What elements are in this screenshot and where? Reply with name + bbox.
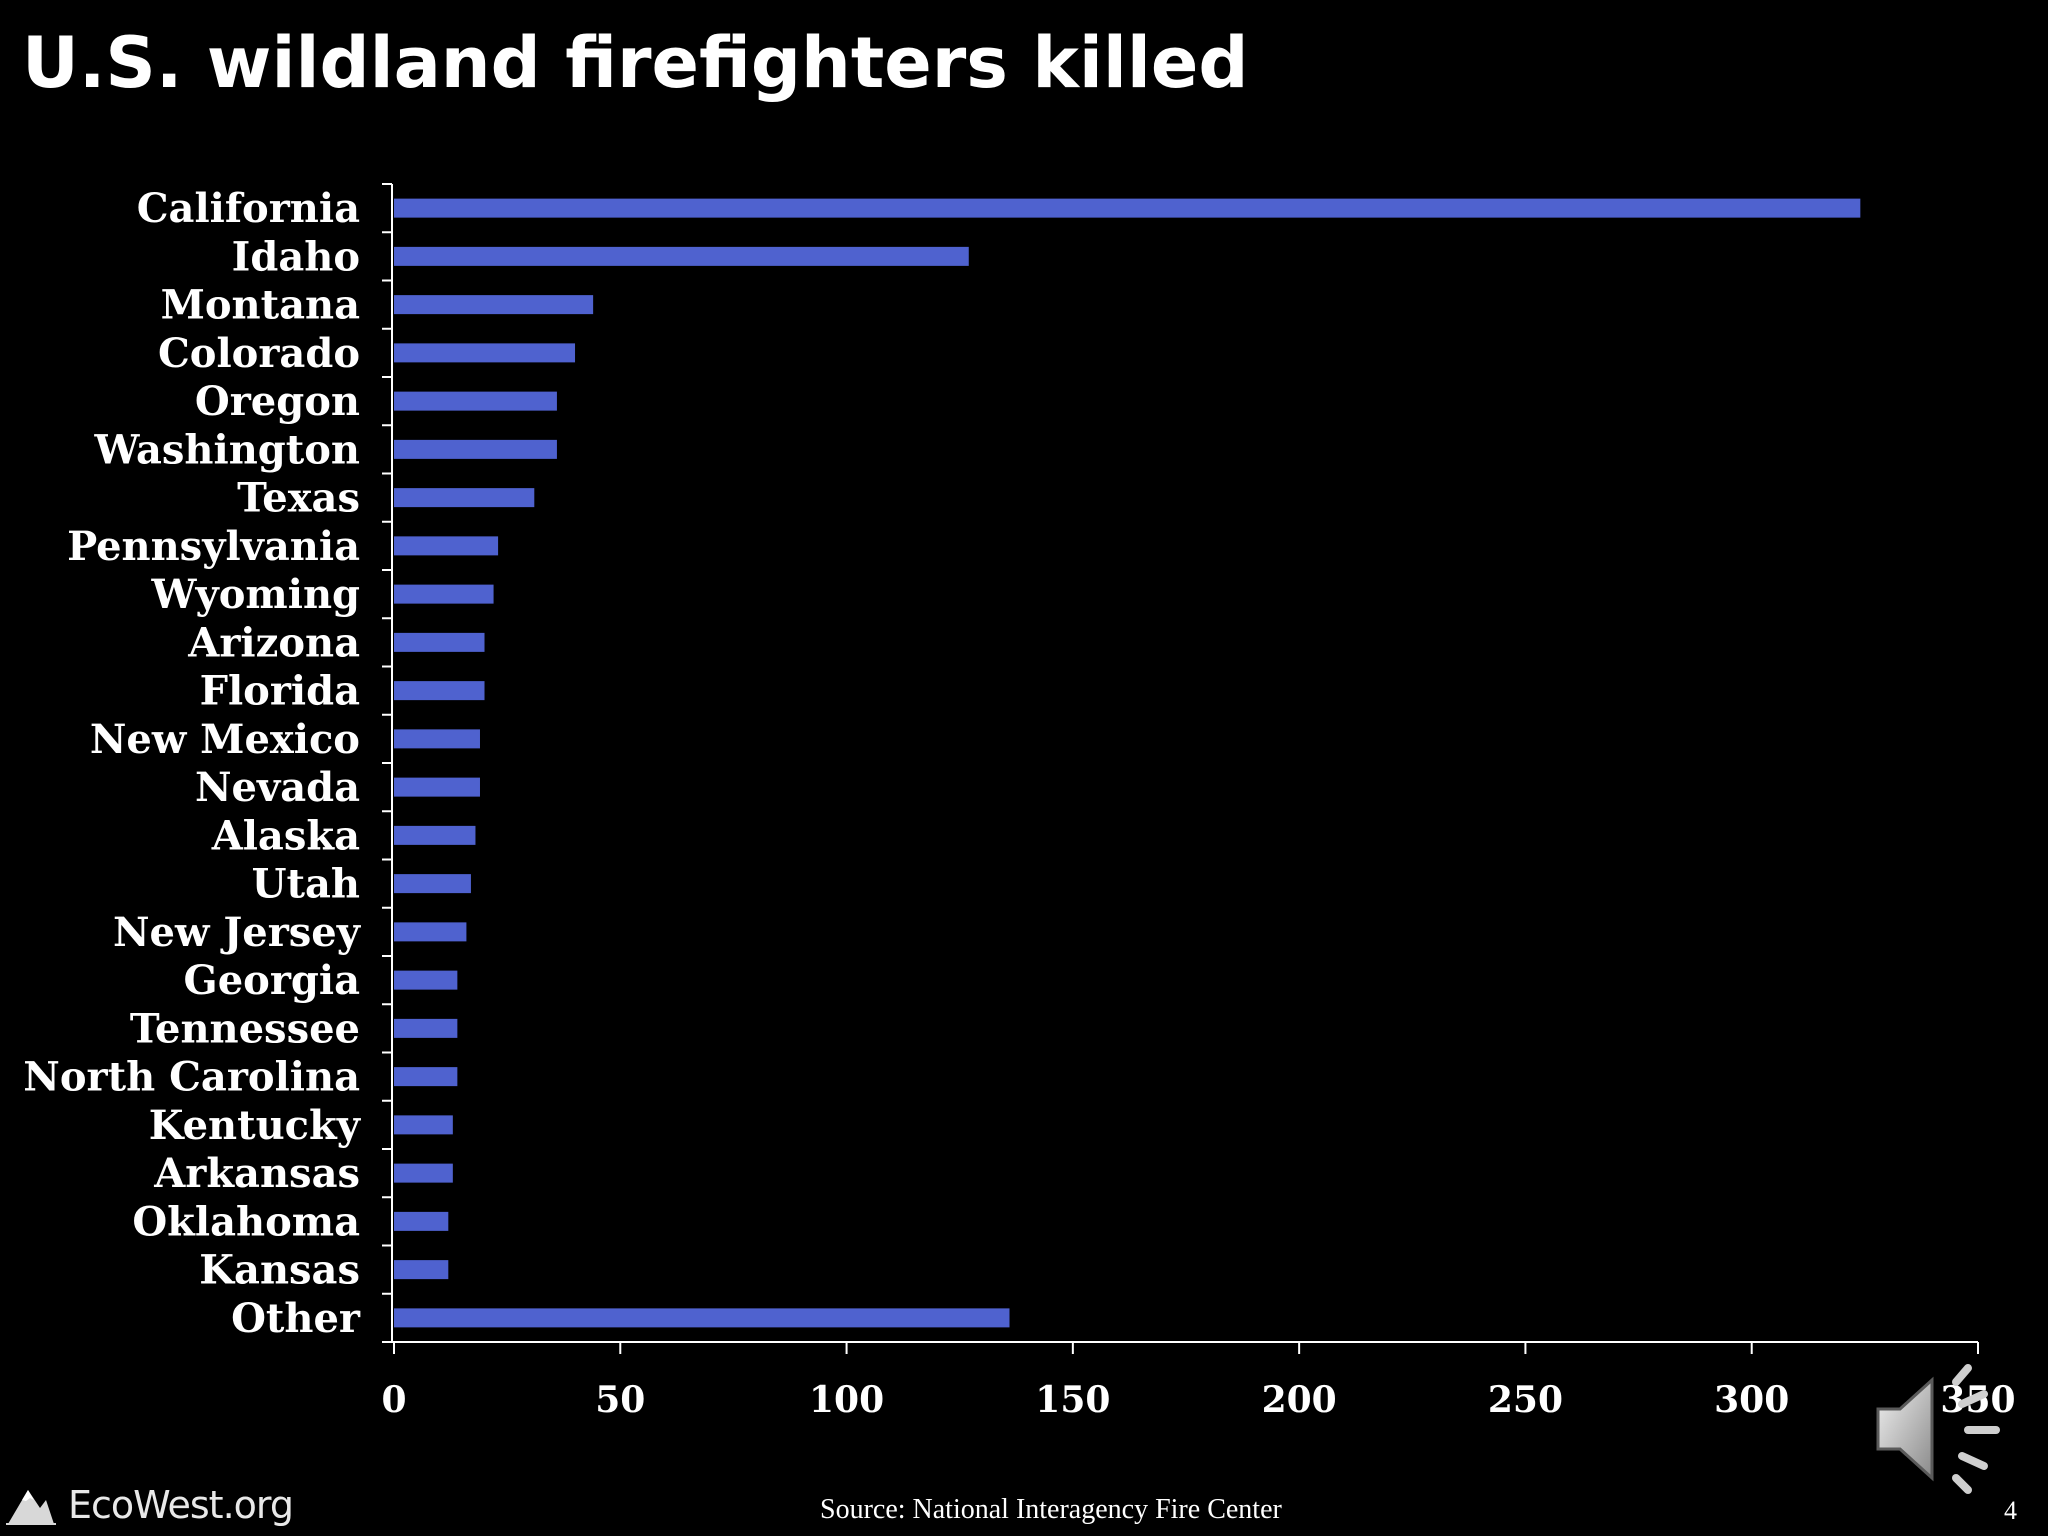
category-label: Wyoming [150,571,360,618]
bar-nevada [394,777,480,797]
source-caption: Source: National Interagency Fire Center [820,1494,1282,1525]
category-label: Other [231,1295,361,1342]
bar-idaho [394,246,969,266]
category-label: Colorado [158,330,360,377]
bar-oregon [394,391,557,411]
category-label: New Jersey [113,909,362,956]
slide-number: 4 [2004,1496,2017,1525]
category-label: Idaho [232,233,360,280]
bar-kentucky [394,1115,453,1135]
bar-new-mexico [394,729,480,749]
category-label: Alaska [211,812,360,859]
speaker-icon[interactable] [1872,1364,2012,1494]
category-label: Florida [200,668,360,715]
bar-tennessee [394,1018,458,1038]
category-label: Utah [252,861,360,908]
category-label: Arkansas [153,1150,360,1197]
category-label: Kansas [199,1247,360,1294]
bar-florida [394,681,485,701]
category-label: Nevada [195,764,360,811]
bar-colorado [394,343,576,363]
bar-washington [394,439,557,459]
x-tick-label: 200 [1262,1379,1337,1421]
bar-oklahoma [394,1211,449,1231]
category-label: Washington [94,426,360,473]
bar-montana [394,295,594,315]
category-label: Pennsylvania [67,523,360,570]
category-label: New Mexico [90,716,360,763]
bar-texas [394,488,535,508]
category-label: Montana [161,282,360,329]
bar-alaska [394,825,476,845]
bar-kansas [394,1260,449,1280]
logo-text: EcoWest.org [68,1483,294,1527]
bar-arizona [394,632,485,652]
category-label: Oregon [195,378,360,425]
category-label: Georgia [184,957,360,1004]
bar-california [394,198,1861,218]
category-label: Oklahoma [132,1198,360,1245]
bar-arkansas [394,1163,453,1183]
bar-chart: CaliforniaIdahoMontanaColoradoOregonWash… [23,183,2016,1421]
category-label: California [137,185,360,232]
slide-title: U.S. wildland firefighters killed [22,22,1249,104]
category-label: Arizona [187,619,360,666]
category-label: Texas [237,475,360,522]
x-tick-label: 150 [1035,1379,1110,1421]
x-tick-label: 50 [595,1379,645,1421]
category-label: Kentucky [149,1102,362,1149]
x-tick-label: 300 [1714,1379,1789,1421]
bar-pennsylvania [394,536,499,556]
x-tick-label: 100 [809,1379,884,1421]
category-label: North Carolina [23,1054,360,1101]
bar-utah [394,874,471,894]
x-tick-label: 0 [381,1379,406,1421]
bar-new-jersey [394,922,467,942]
ecowest-logo: EcoWest.org [6,1480,294,1530]
bar-north-carolina [394,1067,458,1087]
x-tick-label: 250 [1488,1379,1563,1421]
category-label: Tennessee [130,1005,360,1052]
bar-other [394,1308,1010,1328]
bar-georgia [394,970,458,990]
bar-wyoming [394,584,494,604]
mountain-icon [6,1490,56,1525]
